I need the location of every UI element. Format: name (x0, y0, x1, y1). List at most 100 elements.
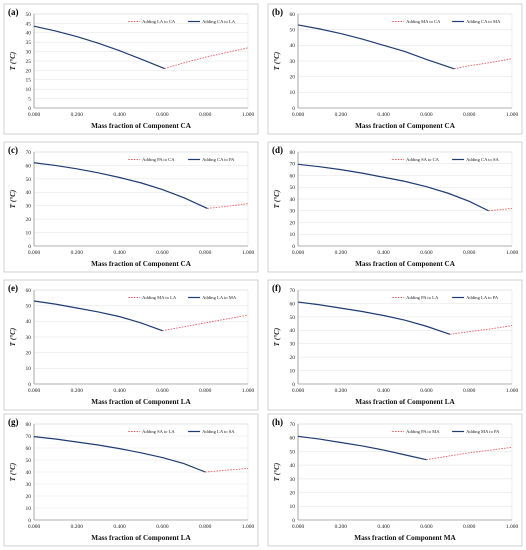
series-line-solid (297, 301, 451, 335)
legend-entry: Adding LA to PA (466, 295, 499, 300)
x-tick-label: 0.600 (420, 524, 433, 530)
panel-label: (a) (8, 7, 19, 17)
x-tick-label: 0.800 (199, 388, 212, 394)
y-tick-label: 10 (26, 87, 32, 93)
chart-panel-a: 0 5 10 15 20 25 30 35 40 45 50 0.000 0.200 0.400 0.600… (3, 3, 259, 135)
y-tick-label: 60 (290, 173, 296, 179)
y-tick-label: 30 (26, 204, 32, 210)
x-tick-label: 0.400 (377, 250, 390, 256)
x-tick-label: 0.600 (156, 250, 169, 256)
legend-entry: Adding MA to PA (466, 429, 500, 434)
y-tick-label: 30 (26, 482, 32, 488)
series-line-dashed (205, 467, 249, 473)
y-tick-label: 60 (26, 446, 32, 452)
y-tick-label: 60 (26, 288, 32, 294)
x-axis-label: Mass fraction of Component LA (91, 398, 191, 406)
plot-area (297, 423, 513, 521)
y-tick-label: 30 (26, 50, 32, 56)
x-tick-label: 0.800 (199, 524, 212, 530)
legend-entry: Adding LA to SA (202, 429, 235, 434)
x-axis-label: Mass fraction of Component CA (91, 122, 192, 130)
y-tick-label: 40 (26, 470, 32, 476)
y-axis-label: T (°C) (273, 52, 281, 71)
x-tick-label: 0.800 (463, 250, 476, 256)
y-tick-label: 40 (26, 31, 32, 37)
x-tick-label: 1.000 (506, 524, 519, 530)
x-tick-label: 0.000 (292, 112, 305, 118)
y-tick-label: 0 (28, 518, 31, 524)
x-tick-label: 0.200 (335, 524, 348, 530)
x-tick-label: 0.400 (113, 524, 126, 530)
y-tick-label: 20 (26, 68, 32, 74)
x-tick-label: 0.400 (113, 250, 126, 256)
x-tick-label: 0.600 (420, 250, 433, 256)
x-tick-label: 0.800 (463, 524, 476, 530)
y-tick-label: 50 (26, 304, 32, 310)
y-tick-label: 50 (26, 177, 32, 183)
x-tick-label: 0.600 (420, 112, 433, 118)
x-tick-label: 1.000 (506, 112, 519, 118)
series-line-dashed (207, 203, 249, 209)
y-tick-label: 10 (26, 366, 32, 372)
y-tick-label: 40 (290, 328, 296, 334)
y-tick-label: 50 (26, 458, 32, 464)
series-line-dashed (162, 314, 249, 332)
legend-entry: Adding CA to LA (202, 19, 236, 24)
series-line-dashed (426, 446, 513, 461)
legend-entry: Adding CA to PA (202, 157, 235, 162)
y-tick-label: 45 (26, 21, 32, 27)
x-tick-label: 0.400 (377, 524, 390, 530)
x-tick-label: 1.000 (242, 524, 255, 530)
y-tick-label: 40 (26, 190, 32, 196)
chart-panel-c: 0 10 20 30 40 50 60 70 0.000 0.200 0.400 0.600 0.800… (3, 141, 259, 273)
x-tick-label: 1.000 (242, 388, 255, 394)
legend-entry: Adding LA to MA (202, 295, 237, 300)
x-axis-label: Mass fraction of Component CA (355, 122, 456, 130)
y-tick-label: 0 (28, 106, 31, 112)
y-tick-label: 0 (292, 106, 295, 112)
x-axis-label: Mass fraction of Component LA (91, 534, 191, 542)
x-tick-label: 1.000 (242, 250, 255, 256)
y-tick-label: 20 (290, 220, 296, 226)
y-axis-label: T (°C) (9, 190, 17, 209)
series-line-solid (297, 435, 427, 461)
panel-label: (d) (272, 145, 283, 155)
y-tick-label: 70 (290, 422, 296, 428)
y-tick-label: 30 (290, 209, 296, 215)
x-tick-label: 0.200 (335, 250, 348, 256)
y-tick-label: 40 (290, 197, 296, 203)
y-tick-label: 30 (290, 477, 296, 483)
x-tick-label: 0.000 (28, 388, 41, 394)
x-tick-label: 0.400 (377, 388, 390, 394)
legend-entry: Adding MA to CA (406, 19, 441, 24)
y-tick-label: 15 (26, 78, 32, 84)
x-tick-label: 0.000 (292, 250, 305, 256)
y-axis-label: T (°C) (273, 190, 281, 209)
x-tick-label: 0.600 (156, 524, 169, 530)
y-tick-label: 70 (290, 288, 296, 294)
y-axis-label: T (°C) (9, 52, 17, 71)
legend-entry: Adding PA to CA (142, 157, 175, 162)
y-tick-label: 60 (290, 12, 296, 18)
y-tick-label: 10 (290, 504, 296, 510)
panel-label: (f) (272, 283, 281, 293)
y-tick-label: 60 (290, 436, 296, 442)
y-tick-label: 40 (26, 319, 32, 325)
panel-label: (b) (272, 7, 283, 17)
y-tick-label: 10 (290, 90, 296, 96)
chart-panel-e: 0 10 20 30 40 50 60 0.000 0.200 0.400 0.600 0.800 1.… (3, 279, 259, 411)
x-tick-label: 0.400 (377, 112, 390, 118)
y-tick-label: 20 (26, 351, 32, 357)
panel-label: (g) (8, 417, 19, 427)
y-tick-label: 10 (290, 232, 296, 238)
plot-area (33, 151, 249, 247)
legend-entry: Adding SA to CA (406, 157, 439, 162)
x-tick-label: 0.800 (199, 250, 212, 256)
chart-panel-d: 0 10 20 30 40 50 60 70 80 0.000 0.200 0.400 0.600 0.8… (267, 141, 523, 273)
y-axis-label: T (°C) (9, 463, 17, 482)
x-tick-label: 0.800 (199, 112, 212, 118)
chart-panel-g: 0 10 20 30 40 50 60 70 80 0.000 0.200 0.400 0.600 0.8… (3, 413, 259, 547)
x-tick-label: 0.400 (113, 388, 126, 394)
y-tick-label: 40 (290, 463, 296, 469)
